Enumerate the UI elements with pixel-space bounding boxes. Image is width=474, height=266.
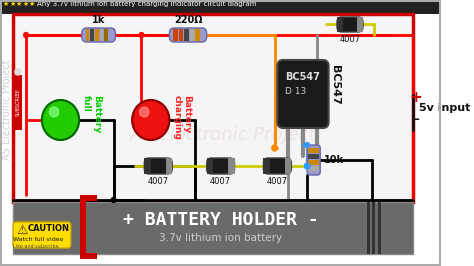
Text: CAUTION: CAUTION (28, 224, 70, 233)
Circle shape (272, 145, 277, 151)
FancyBboxPatch shape (228, 158, 235, 174)
FancyBboxPatch shape (264, 158, 292, 174)
Text: Battery
charging: Battery charging (172, 95, 191, 140)
Text: 4007: 4007 (267, 177, 288, 186)
Circle shape (305, 143, 310, 148)
FancyBboxPatch shape (13, 202, 413, 254)
Text: 4007: 4007 (210, 177, 231, 186)
FancyBboxPatch shape (308, 154, 319, 159)
FancyBboxPatch shape (308, 148, 319, 153)
Text: BC547: BC547 (330, 65, 340, 105)
FancyBboxPatch shape (367, 202, 370, 254)
Text: 3.7v lithium ion battery: 3.7v lithium ion battery (159, 233, 282, 243)
Text: ★: ★ (9, 1, 16, 7)
FancyBboxPatch shape (207, 158, 235, 174)
FancyBboxPatch shape (80, 195, 86, 259)
Text: ⚠: ⚠ (17, 224, 28, 237)
Text: +: + (410, 90, 422, 106)
FancyBboxPatch shape (373, 202, 375, 254)
Text: ★: ★ (29, 1, 35, 7)
Text: AS Electronic Project: AS Electronic Project (1, 60, 11, 160)
Text: SUBSCRIBE: SUBSCRIBE (15, 88, 20, 116)
FancyBboxPatch shape (207, 158, 213, 174)
Text: 1k: 1k (92, 15, 105, 25)
Text: Like and subscribe: Like and subscribe (13, 244, 59, 249)
FancyBboxPatch shape (264, 158, 270, 174)
FancyBboxPatch shape (195, 29, 200, 41)
FancyBboxPatch shape (356, 17, 363, 32)
Circle shape (24, 32, 28, 38)
Text: 4007: 4007 (148, 177, 169, 186)
FancyBboxPatch shape (0, 0, 441, 14)
FancyBboxPatch shape (144, 158, 172, 174)
FancyBboxPatch shape (277, 60, 328, 128)
FancyBboxPatch shape (179, 29, 183, 41)
FancyBboxPatch shape (80, 253, 97, 259)
FancyBboxPatch shape (337, 17, 363, 32)
Text: -: - (412, 110, 419, 130)
FancyBboxPatch shape (308, 166, 319, 171)
Circle shape (139, 32, 144, 38)
FancyBboxPatch shape (337, 17, 344, 32)
Text: ★: ★ (22, 1, 28, 7)
Circle shape (42, 100, 79, 140)
Circle shape (140, 107, 149, 117)
FancyBboxPatch shape (169, 28, 207, 42)
Circle shape (15, 69, 20, 75)
Text: AS Electronic Project: AS Electronic Project (130, 126, 317, 144)
FancyBboxPatch shape (13, 75, 22, 130)
Text: Any 3.7v lithium ion battery charging indicator circuit diagram: Any 3.7v lithium ion battery charging in… (37, 1, 257, 7)
Text: 10k: 10k (324, 155, 344, 165)
FancyBboxPatch shape (307, 145, 320, 175)
FancyBboxPatch shape (144, 158, 151, 174)
Text: 5v input: 5v input (419, 103, 470, 113)
Text: D 13: D 13 (285, 87, 306, 96)
FancyBboxPatch shape (184, 29, 189, 41)
FancyBboxPatch shape (308, 160, 319, 165)
FancyBboxPatch shape (13, 14, 413, 202)
Text: ★: ★ (16, 1, 22, 7)
FancyBboxPatch shape (86, 29, 90, 41)
Circle shape (304, 163, 310, 169)
Text: Battery
full: Battery full (82, 95, 101, 133)
Text: 220Ω: 220Ω (174, 15, 202, 25)
Circle shape (49, 107, 59, 117)
Text: + BATTERY HOLDER -: + BATTERY HOLDER - (123, 211, 319, 229)
FancyBboxPatch shape (13, 222, 71, 248)
Text: ★: ★ (3, 1, 9, 7)
FancyBboxPatch shape (100, 29, 103, 41)
FancyBboxPatch shape (173, 29, 178, 41)
FancyBboxPatch shape (190, 29, 194, 41)
Text: BC547: BC547 (285, 72, 320, 82)
Circle shape (111, 197, 116, 202)
Circle shape (132, 100, 169, 140)
FancyBboxPatch shape (104, 29, 108, 41)
Text: Watch full video: Watch full video (13, 237, 64, 242)
FancyBboxPatch shape (90, 29, 94, 41)
FancyBboxPatch shape (285, 158, 292, 174)
FancyBboxPatch shape (82, 28, 116, 42)
FancyBboxPatch shape (378, 202, 381, 254)
FancyBboxPatch shape (95, 29, 99, 41)
FancyBboxPatch shape (166, 158, 172, 174)
FancyBboxPatch shape (0, 0, 441, 266)
FancyBboxPatch shape (80, 195, 97, 201)
Text: 4007: 4007 (339, 35, 361, 44)
